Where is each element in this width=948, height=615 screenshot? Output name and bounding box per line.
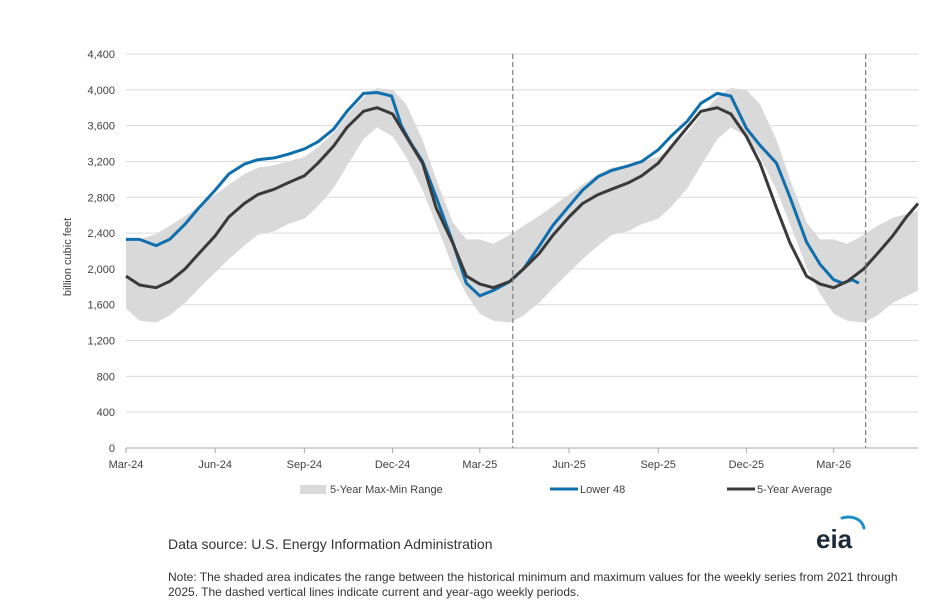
x-tick-label: Dec-25 xyxy=(729,459,764,471)
series-band-range xyxy=(126,88,918,323)
x-tick-label: Mar-24 xyxy=(109,459,144,471)
x-tick-label: Mar-25 xyxy=(462,459,497,471)
data-source: Data source: U.S. Energy Information Adm… xyxy=(168,536,493,552)
y-tick-label: 4,000 xyxy=(87,85,115,97)
axes: 0 400 800 1,200 1,600 2,000 2,400 2,800 3,200 3,6… xyxy=(87,49,918,471)
y-tick-label: 1,600 xyxy=(87,300,115,312)
series-line-lower-48 xyxy=(126,91,860,298)
y-tick-label: 800 xyxy=(97,371,115,383)
y-tick-label: 3,600 xyxy=(87,121,115,133)
y-tick-label: 2,000 xyxy=(87,264,115,276)
legend-label-range: 5-Year Max-Min Range xyxy=(330,484,443,496)
y-tick-label: 0 xyxy=(109,443,115,455)
y-axis-label: billion cubic feet xyxy=(62,218,74,296)
range-band-layer xyxy=(126,88,918,323)
legend: 5-Year Max-Min Range Lower 48 5-Year Ave… xyxy=(300,484,832,496)
series-lines-layer xyxy=(125,91,920,298)
x-tick-label: Jun-25 xyxy=(552,459,586,471)
chart-note: Note: The shaded area indicates the rang… xyxy=(168,570,898,599)
y-tick-label: 1,200 xyxy=(87,336,115,348)
legend-label-avg: 5-Year Average xyxy=(757,484,832,496)
x-tick-label: Dec-24 xyxy=(375,459,410,471)
y-tick-label: 2,800 xyxy=(87,192,115,204)
dashed-period-lines xyxy=(512,54,867,448)
series-line-5-year-average xyxy=(125,106,920,290)
x-tick-label: Jun-24 xyxy=(198,459,232,471)
eia-logo-text: eia xyxy=(816,524,853,554)
y-tick-label: 400 xyxy=(97,407,115,419)
x-tick-label: Sep-24 xyxy=(287,459,322,471)
legend-label-lower48: Lower 48 xyxy=(580,484,625,496)
y-tick-label: 2,400 xyxy=(87,228,115,240)
legend-swatch-range xyxy=(300,485,326,494)
y-tick-label: 3,200 xyxy=(87,156,115,168)
x-tick-label: Sep-25 xyxy=(640,459,675,471)
x-tick-label: Mar-26 xyxy=(816,459,851,471)
eia-logo: eia xyxy=(816,515,866,554)
y-tick-label: 4,400 xyxy=(87,49,115,61)
